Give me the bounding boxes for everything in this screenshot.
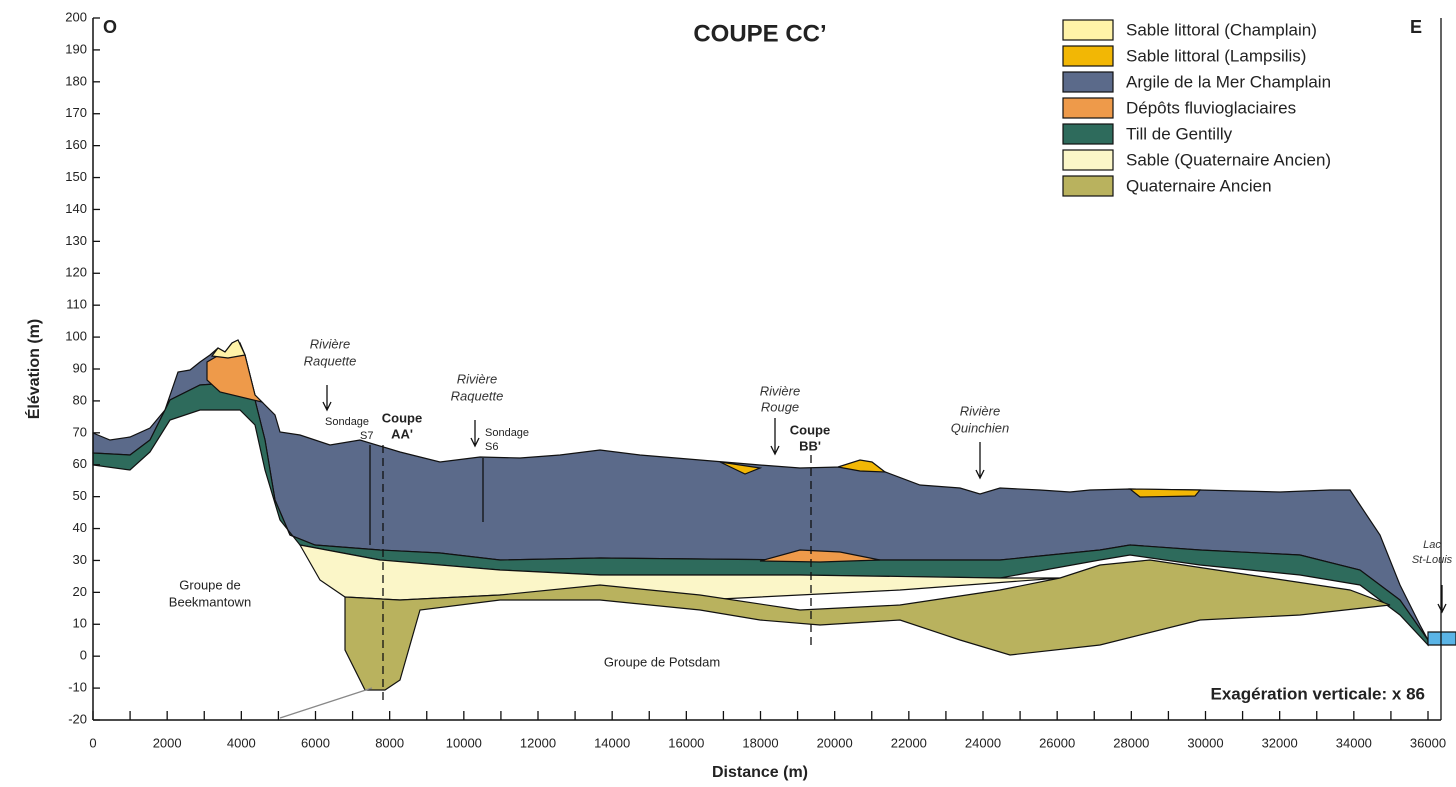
annotation: Quinchien xyxy=(951,420,1010,435)
annotation: Lac xyxy=(1423,539,1441,551)
y-tick-label: 120 xyxy=(65,265,87,280)
x-tick-label: 14000 xyxy=(594,735,630,750)
legend-swatch xyxy=(1062,71,1114,93)
legend-label: Till de Gentilly xyxy=(1126,124,1233,143)
annotation: Raquette xyxy=(451,388,504,403)
x-tick-label: 0 xyxy=(89,735,96,750)
annotation: AA' xyxy=(391,426,413,441)
x-tick-label: 16000 xyxy=(668,735,704,750)
y-tick-label: 90 xyxy=(73,360,87,375)
annotation: St-Louis xyxy=(1412,554,1453,566)
annotation: Rouge xyxy=(761,399,799,414)
annotation: Groupe de xyxy=(179,577,240,592)
annotation: Sondage xyxy=(325,416,369,428)
annotation: Groupe de Potsdam xyxy=(604,654,720,669)
y-tick-label: 50 xyxy=(73,488,87,503)
y-tick-label: 80 xyxy=(73,392,87,407)
x-tick-label: 10000 xyxy=(446,735,482,750)
y-tick-label: 110 xyxy=(66,297,87,312)
x-tick-label: 6000 xyxy=(301,735,330,750)
legend-swatch xyxy=(1062,123,1114,145)
sections xyxy=(279,18,1447,720)
lampsilis xyxy=(719,459,1202,498)
y-label: Élévation (m) xyxy=(24,319,43,419)
annotation: Coupe xyxy=(382,410,422,425)
annotations: Rivière Raquette Rivière Raquette Rivièr… xyxy=(169,336,1453,703)
y-tick-label: 20 xyxy=(73,584,87,599)
legend-label: Argile de la Mer Champlain xyxy=(1126,72,1331,91)
x-tick-label: 4000 xyxy=(227,735,256,750)
annotation: Rivière xyxy=(457,371,497,386)
y-tick-label: 40 xyxy=(73,520,87,535)
y-tick-label: 0 xyxy=(80,648,87,663)
lake xyxy=(1427,631,1456,646)
legend-swatch xyxy=(1062,175,1114,197)
x-tick-label: 18000 xyxy=(742,735,778,750)
x-tick-label: 8000 xyxy=(375,735,404,750)
fluvio-lens xyxy=(759,549,881,563)
y-tick-label: 160 xyxy=(65,137,87,152)
annotation: Rivière xyxy=(960,403,1000,418)
y-tick-label: 100 xyxy=(65,329,87,344)
annotation: Exagération verticale: x 86 xyxy=(1210,684,1425,703)
layers xyxy=(92,339,1456,691)
x-tick-label: 30000 xyxy=(1187,735,1223,750)
annotation: Raquette xyxy=(304,353,357,368)
y-tick-label: 10 xyxy=(73,616,87,631)
x-tick-label: 12000 xyxy=(520,735,556,750)
x-label: Distance (m) xyxy=(712,764,808,781)
legend-swatch xyxy=(1062,45,1114,67)
quaternaire-ancien xyxy=(344,559,1391,691)
x-tick-label: 2000 xyxy=(153,735,182,750)
x-tick-label: 22000 xyxy=(891,735,927,750)
x-tick-label: 26000 xyxy=(1039,735,1075,750)
y-tick-label: 200 xyxy=(65,9,87,24)
annotation: BB' xyxy=(799,438,821,453)
west: O xyxy=(103,17,117,37)
y-tick-label: 180 xyxy=(65,73,87,88)
annotation: S7 xyxy=(360,430,373,442)
x-tick-label: 28000 xyxy=(1113,735,1149,750)
annotation: S6 xyxy=(485,441,498,453)
y-tick-label: 170 xyxy=(65,105,87,120)
legend-label: Sable (Quaternaire Ancien) xyxy=(1126,150,1331,169)
legend-swatch xyxy=(1062,149,1114,171)
legend-label: Quaternaire Ancien xyxy=(1126,176,1272,195)
y-tick-label: 150 xyxy=(65,169,87,184)
east: E xyxy=(1410,17,1422,37)
legend-label: Sable littoral (Champlain) xyxy=(1126,20,1317,39)
legend-swatch xyxy=(1062,19,1114,41)
legend-label: Sable littoral (Lampsilis) xyxy=(1126,46,1306,65)
y-tick-label: 140 xyxy=(65,201,87,216)
arrow xyxy=(322,385,1447,614)
x-tick-label: 34000 xyxy=(1336,735,1372,750)
y-tick-label: 60 xyxy=(73,456,87,471)
y-tick-label: 30 xyxy=(73,552,87,567)
champlain-sand xyxy=(210,339,246,359)
annotation: Beekmantown xyxy=(169,594,251,609)
annotation: Coupe xyxy=(790,422,830,437)
y-tick-label: 70 xyxy=(73,424,87,439)
pointer xyxy=(279,687,373,719)
legend-label: Dépôts fluvioglaciaires xyxy=(1126,98,1296,117)
title: COUPE CC’ xyxy=(693,20,826,47)
x-tick-label: 36000 xyxy=(1410,735,1446,750)
annotation: Rivière xyxy=(310,336,350,351)
y-tick-label: 130 xyxy=(65,233,87,248)
annotation: Rivière xyxy=(760,383,800,398)
x-tick-label: 24000 xyxy=(965,735,1001,750)
ticks: -20 -10 0 10 20 30 40 50 60 70 80 90 100 110 120 130 140… xyxy=(65,9,1446,750)
annotation: Sondage xyxy=(485,427,529,439)
x-tick-label: 20000 xyxy=(817,735,853,750)
y-tick-label: -20 xyxy=(68,711,87,726)
legend-swatch xyxy=(1062,97,1114,119)
legend: Sable littoral (Champlain) Sable littoral… xyxy=(1062,19,1331,197)
y-tick-label: -10 xyxy=(68,680,87,695)
y-tick-label: 190 xyxy=(65,41,87,56)
x-tick-label: 32000 xyxy=(1262,735,1298,750)
